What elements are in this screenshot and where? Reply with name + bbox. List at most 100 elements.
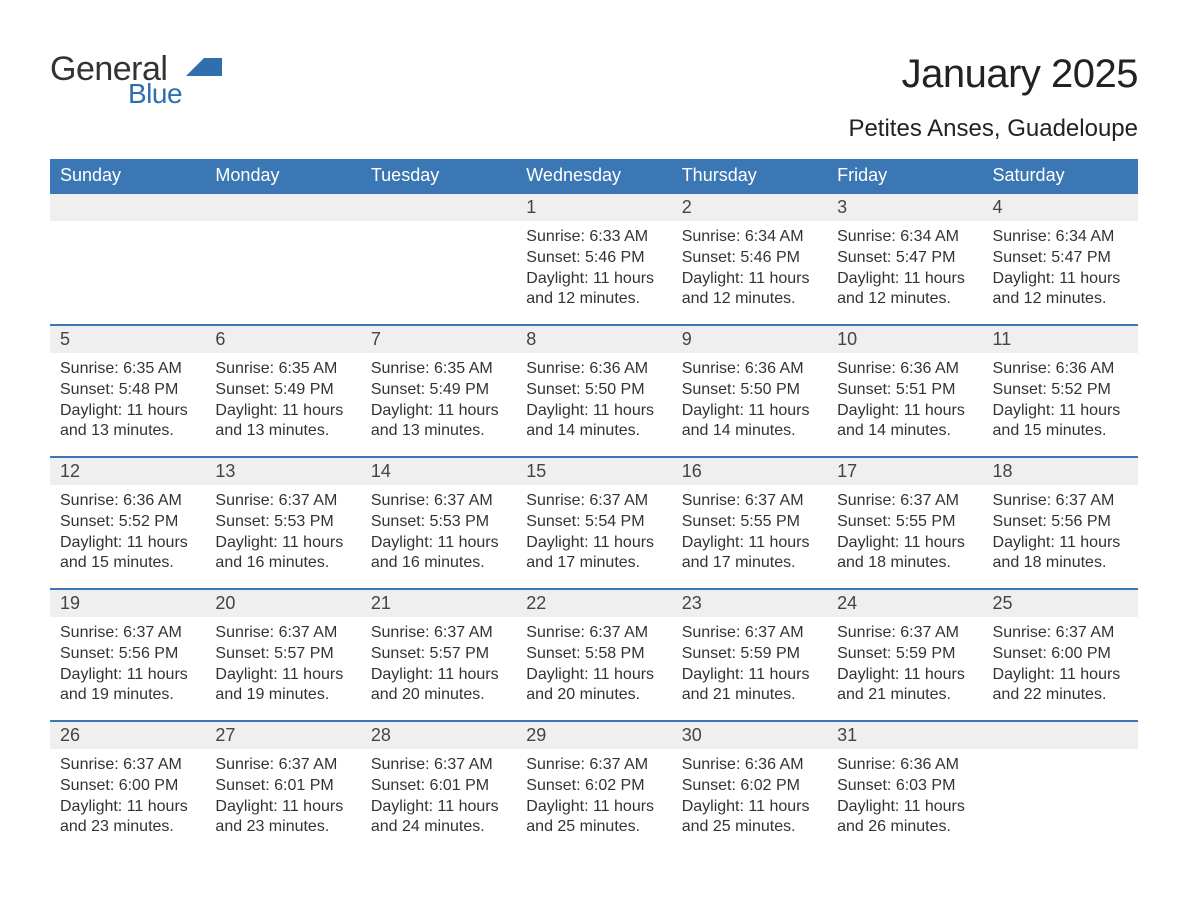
day-details: Sunrise: 6:37 AMSunset: 5:53 PMDaylight:… [205, 485, 360, 582]
sunset-line: Sunset: 6:00 PM [60, 776, 195, 797]
calendar-day-cell: 16Sunrise: 6:37 AMSunset: 5:55 PMDayligh… [672, 456, 827, 588]
calendar-day-cell: 30Sunrise: 6:36 AMSunset: 6:02 PMDayligh… [672, 720, 827, 852]
day-details: Sunrise: 6:36 AMSunset: 5:52 PMDaylight:… [983, 353, 1138, 450]
calendar-day-cell: 13Sunrise: 6:37 AMSunset: 5:53 PMDayligh… [205, 456, 360, 588]
sunset-line: Sunset: 5:50 PM [526, 380, 661, 401]
day-details: Sunrise: 6:35 AMSunset: 5:49 PMDaylight:… [205, 353, 360, 450]
daylight-line: Daylight: 11 hours and 12 minutes. [682, 269, 817, 311]
sunset-line: Sunset: 6:02 PM [526, 776, 661, 797]
calendar-day-cell: 8Sunrise: 6:36 AMSunset: 5:50 PMDaylight… [516, 324, 671, 456]
day-details: Sunrise: 6:36 AMSunset: 5:50 PMDaylight:… [672, 353, 827, 450]
sunrise-line: Sunrise: 6:33 AM [526, 227, 661, 248]
day-number: 27 [205, 720, 360, 749]
daylight-line: Daylight: 11 hours and 13 minutes. [215, 401, 350, 443]
calendar-day-cell: 26Sunrise: 6:37 AMSunset: 6:00 PMDayligh… [50, 720, 205, 852]
day-details: Sunrise: 6:36 AMSunset: 6:03 PMDaylight:… [827, 749, 982, 846]
daylight-line: Daylight: 11 hours and 18 minutes. [837, 533, 972, 575]
day-number: 29 [516, 720, 671, 749]
day-number: 26 [50, 720, 205, 749]
day-number: 21 [361, 588, 516, 617]
weekday-header: Sunday [50, 159, 205, 192]
calendar-day-cell: 11Sunrise: 6:36 AMSunset: 5:52 PMDayligh… [983, 324, 1138, 456]
day-number: 4 [983, 192, 1138, 221]
day-number: 9 [672, 324, 827, 353]
sunset-line: Sunset: 5:52 PM [993, 380, 1128, 401]
title-block: January 2025 Petites Anses, Guadeloupe [848, 52, 1138, 153]
sunrise-line: Sunrise: 6:37 AM [682, 623, 817, 644]
day-details: Sunrise: 6:34 AMSunset: 5:47 PMDaylight:… [827, 221, 982, 318]
day-details: Sunrise: 6:37 AMSunset: 6:00 PMDaylight:… [983, 617, 1138, 714]
calendar-day-cell: 19Sunrise: 6:37 AMSunset: 5:56 PMDayligh… [50, 588, 205, 720]
day-details: Sunrise: 6:36 AMSunset: 5:50 PMDaylight:… [516, 353, 671, 450]
daylight-line: Daylight: 11 hours and 12 minutes. [993, 269, 1128, 311]
calendar-week-row: 26Sunrise: 6:37 AMSunset: 6:00 PMDayligh… [50, 720, 1138, 852]
calendar-day-cell: 14Sunrise: 6:37 AMSunset: 5:53 PMDayligh… [361, 456, 516, 588]
daylight-line: Daylight: 11 hours and 17 minutes. [526, 533, 661, 575]
calendar-day-cell: 2Sunrise: 6:34 AMSunset: 5:46 PMDaylight… [672, 192, 827, 324]
sunset-line: Sunset: 5:59 PM [837, 644, 972, 665]
calendar-day-cell: 1Sunrise: 6:33 AMSunset: 5:46 PMDaylight… [516, 192, 671, 324]
calendar-day-cell: 25Sunrise: 6:37 AMSunset: 6:00 PMDayligh… [983, 588, 1138, 720]
calendar-day-cell: 28Sunrise: 6:37 AMSunset: 6:01 PMDayligh… [361, 720, 516, 852]
daylight-line: Daylight: 11 hours and 12 minutes. [526, 269, 661, 311]
logo-flag-icon [186, 58, 222, 86]
day-details: Sunrise: 6:37 AMSunset: 5:55 PMDaylight:… [672, 485, 827, 582]
day-number: 2 [672, 192, 827, 221]
sunset-line: Sunset: 5:59 PM [682, 644, 817, 665]
sunset-line: Sunset: 5:53 PM [371, 512, 506, 533]
daylight-line: Daylight: 11 hours and 19 minutes. [60, 665, 195, 707]
sunrise-line: Sunrise: 6:37 AM [993, 623, 1128, 644]
day-number: 25 [983, 588, 1138, 617]
sunset-line: Sunset: 6:03 PM [837, 776, 972, 797]
sunrise-line: Sunrise: 6:37 AM [371, 491, 506, 512]
calendar-day-cell: 6Sunrise: 6:35 AMSunset: 5:49 PMDaylight… [205, 324, 360, 456]
day-details: Sunrise: 6:37 AMSunset: 6:01 PMDaylight:… [361, 749, 516, 846]
calendar-day-cell: 7Sunrise: 6:35 AMSunset: 5:49 PMDaylight… [361, 324, 516, 456]
sunrise-line: Sunrise: 6:34 AM [993, 227, 1128, 248]
daylight-line: Daylight: 11 hours and 13 minutes. [60, 401, 195, 443]
day-number [983, 720, 1138, 749]
day-details: Sunrise: 6:36 AMSunset: 6:02 PMDaylight:… [672, 749, 827, 846]
day-details: Sunrise: 6:35 AMSunset: 5:48 PMDaylight:… [50, 353, 205, 450]
calendar-day-cell [205, 192, 360, 324]
weekday-header: Monday [205, 159, 360, 192]
day-details: Sunrise: 6:34 AMSunset: 5:47 PMDaylight:… [983, 221, 1138, 318]
calendar-day-cell: 31Sunrise: 6:36 AMSunset: 6:03 PMDayligh… [827, 720, 982, 852]
sunset-line: Sunset: 5:51 PM [837, 380, 972, 401]
sunrise-line: Sunrise: 6:37 AM [837, 491, 972, 512]
day-details: Sunrise: 6:35 AMSunset: 5:49 PMDaylight:… [361, 353, 516, 450]
calendar-day-cell: 20Sunrise: 6:37 AMSunset: 5:57 PMDayligh… [205, 588, 360, 720]
header: General Blue January 2025 Petites Anses,… [50, 52, 1138, 153]
sunset-line: Sunset: 5:56 PM [60, 644, 195, 665]
calendar-week-row: 5Sunrise: 6:35 AMSunset: 5:48 PMDaylight… [50, 324, 1138, 456]
daylight-line: Daylight: 11 hours and 23 minutes. [60, 797, 195, 839]
sunset-line: Sunset: 5:52 PM [60, 512, 195, 533]
daylight-line: Daylight: 11 hours and 25 minutes. [526, 797, 661, 839]
day-number [205, 192, 360, 221]
sunrise-line: Sunrise: 6:36 AM [60, 491, 195, 512]
calendar-day-cell: 27Sunrise: 6:37 AMSunset: 6:01 PMDayligh… [205, 720, 360, 852]
sunrise-line: Sunrise: 6:36 AM [837, 359, 972, 380]
day-details: Sunrise: 6:37 AMSunset: 6:02 PMDaylight:… [516, 749, 671, 846]
sunset-line: Sunset: 6:00 PM [993, 644, 1128, 665]
weekday-header: Wednesday [516, 159, 671, 192]
daylight-line: Daylight: 11 hours and 20 minutes. [371, 665, 506, 707]
daylight-line: Daylight: 11 hours and 19 minutes. [215, 665, 350, 707]
sunset-line: Sunset: 5:55 PM [837, 512, 972, 533]
calendar-day-cell: 24Sunrise: 6:37 AMSunset: 5:59 PMDayligh… [827, 588, 982, 720]
calendar-week-row: 12Sunrise: 6:36 AMSunset: 5:52 PMDayligh… [50, 456, 1138, 588]
day-number: 1 [516, 192, 671, 221]
sunrise-line: Sunrise: 6:36 AM [682, 755, 817, 776]
calendar-table: SundayMondayTuesdayWednesdayThursdayFrid… [50, 159, 1138, 852]
day-details: Sunrise: 6:37 AMSunset: 5:57 PMDaylight:… [205, 617, 360, 714]
sunrise-line: Sunrise: 6:37 AM [993, 491, 1128, 512]
sunrise-line: Sunrise: 6:35 AM [371, 359, 506, 380]
day-details: Sunrise: 6:37 AMSunset: 5:58 PMDaylight:… [516, 617, 671, 714]
sunrise-line: Sunrise: 6:37 AM [526, 623, 661, 644]
calendar-day-cell: 10Sunrise: 6:36 AMSunset: 5:51 PMDayligh… [827, 324, 982, 456]
day-details: Sunrise: 6:37 AMSunset: 5:55 PMDaylight:… [827, 485, 982, 582]
sunrise-line: Sunrise: 6:36 AM [993, 359, 1128, 380]
sunset-line: Sunset: 5:49 PM [215, 380, 350, 401]
day-number: 19 [50, 588, 205, 617]
day-details: Sunrise: 6:37 AMSunset: 6:01 PMDaylight:… [205, 749, 360, 846]
